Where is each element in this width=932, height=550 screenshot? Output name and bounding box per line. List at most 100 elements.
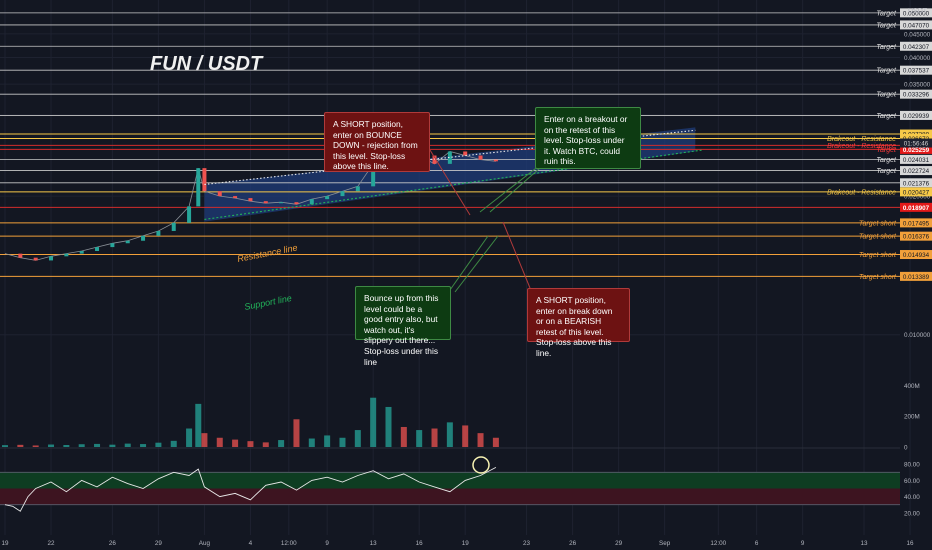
volume-axis-label: 200M — [904, 414, 920, 421]
x-axis-label: 16 — [907, 540, 915, 547]
x-axis-label: 6 — [755, 540, 759, 547]
x-axis-label: 9 — [801, 540, 805, 547]
countdown-label: 01:56:46 — [904, 141, 929, 148]
price-tag-label: 0.016376 — [903, 234, 930, 241]
level-name: Target short — [859, 274, 897, 281]
price-tag-label: 0.050000 — [903, 10, 930, 17]
x-axis-label: 19 — [1, 540, 9, 547]
rsi-axis-label: 60.00 — [904, 478, 920, 485]
volume-bar — [201, 433, 208, 447]
rsi-highlight-circle — [472, 456, 490, 474]
price-candle — [371, 163, 376, 187]
level-name: Brakeout - Resistance — [827, 136, 896, 143]
price-tag — [900, 271, 932, 281]
note-short-breakdown: A SHORT position, enter on break down or… — [527, 288, 630, 358]
price-tag — [900, 20, 932, 30]
level-name: Target — [876, 68, 897, 75]
price-tag-label: 0.022724 — [903, 168, 930, 175]
price-candle — [463, 151, 468, 156]
volume-bar — [32, 445, 39, 447]
volume-axis-label: 400M — [904, 383, 920, 390]
note-connector — [429, 149, 471, 216]
price-axis-label: 0.045000 — [904, 31, 931, 38]
rsi-axis-label: 20.00 — [904, 510, 920, 517]
volume-bar — [370, 397, 377, 447]
price-candle — [493, 159, 498, 162]
level-name: Target — [876, 10, 897, 17]
level-name: Target — [876, 92, 897, 99]
note-connector — [489, 167, 541, 213]
price-candle — [33, 257, 38, 261]
price-candle — [432, 155, 437, 164]
rsi-axis-label: 80.00 — [904, 462, 920, 469]
price-tag — [900, 144, 932, 154]
x-axis-band — [0, 535, 900, 550]
price-tag — [900, 178, 932, 188]
volume-bar — [262, 442, 269, 447]
x-axis-label: 12:00 — [281, 540, 297, 547]
price-axis-label: 0.010000 — [904, 332, 931, 339]
note-connector — [479, 164, 541, 213]
price-candle — [233, 196, 238, 199]
note-bounce-support: Bounce up from this level could be a goo… — [355, 286, 451, 367]
price-candle — [79, 250, 84, 254]
volume-bar — [94, 443, 101, 447]
volume-bar — [155, 442, 162, 447]
note-connector — [502, 221, 531, 289]
volume-bar — [492, 437, 499, 447]
price-candle — [156, 230, 161, 236]
note-connector — [454, 235, 499, 293]
price-tag — [900, 154, 932, 164]
level-name: Target short — [859, 220, 897, 227]
price-candle — [279, 202, 284, 204]
volume-bar — [446, 422, 453, 447]
price-candle — [18, 253, 23, 258]
rsi-oversold-band — [0, 488, 900, 505]
price-axis-label: 0.035000 — [904, 82, 931, 89]
volume-bar — [400, 426, 407, 447]
x-axis-label: 29 — [155, 540, 163, 547]
level-name: Target — [876, 168, 897, 175]
x-axis-label: 23 — [523, 540, 531, 547]
price-tag — [900, 41, 932, 51]
volume-bar — [170, 440, 177, 447]
volume-bar — [293, 419, 300, 447]
x-axis-label: 13 — [370, 540, 378, 547]
price-tag-label: 0.025259 — [903, 147, 930, 154]
price-axis-label: 0.040000 — [904, 55, 931, 62]
volume-bar — [324, 435, 331, 447]
level-name: Target — [876, 157, 897, 164]
volume-bar — [195, 403, 202, 447]
volume-bar — [416, 430, 423, 447]
price-axis-label: 0.020000 — [904, 194, 931, 201]
note-connector — [449, 235, 489, 291]
price-candle — [141, 235, 146, 241]
price-candle — [325, 196, 330, 200]
volume-bar — [63, 444, 70, 447]
volume-bar — [462, 425, 469, 447]
price-candle — [187, 206, 192, 223]
price-tag-label: 0.018907 — [903, 205, 930, 212]
price-candle — [217, 191, 222, 197]
price-candle — [202, 168, 207, 192]
price-tag-label: 0.017495 — [903, 220, 930, 227]
x-axis-label: 16 — [416, 540, 424, 547]
price-candle — [110, 243, 115, 248]
price-candle — [64, 253, 69, 257]
price-tag-label: 0.020427 — [903, 189, 930, 196]
price-tag-label: 0.014934 — [903, 252, 930, 259]
price-tag — [900, 231, 932, 241]
price-candle — [196, 168, 201, 207]
volume-bar — [2, 445, 8, 447]
volume-bar — [124, 443, 131, 447]
chart-title: FUN / USDT — [150, 53, 264, 75]
price-candle — [95, 247, 100, 251]
x-axis-label: 4 — [249, 540, 253, 547]
price-tag-label: 0.029939 — [903, 113, 930, 120]
volume-bar — [48, 444, 55, 447]
price-candle — [171, 222, 176, 231]
price-candle — [309, 199, 314, 205]
level-name: Target — [876, 44, 897, 51]
x-axis-label: 26 — [569, 540, 577, 547]
